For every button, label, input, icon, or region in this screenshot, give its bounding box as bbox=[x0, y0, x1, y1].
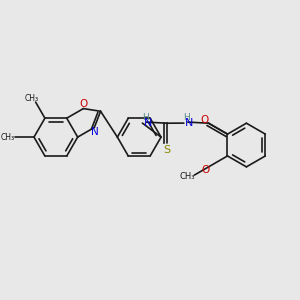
Text: N: N bbox=[92, 128, 99, 137]
Text: H: H bbox=[142, 112, 149, 122]
Text: H: H bbox=[184, 112, 190, 122]
Text: N: N bbox=[144, 118, 152, 128]
Text: CH₃: CH₃ bbox=[25, 94, 39, 103]
Text: O: O bbox=[79, 99, 88, 109]
Text: CH₃: CH₃ bbox=[180, 172, 195, 181]
Text: O: O bbox=[200, 115, 208, 125]
Text: S: S bbox=[164, 145, 171, 155]
Text: CH₃: CH₃ bbox=[0, 133, 15, 142]
Text: O: O bbox=[201, 165, 209, 175]
Text: N: N bbox=[184, 118, 193, 128]
